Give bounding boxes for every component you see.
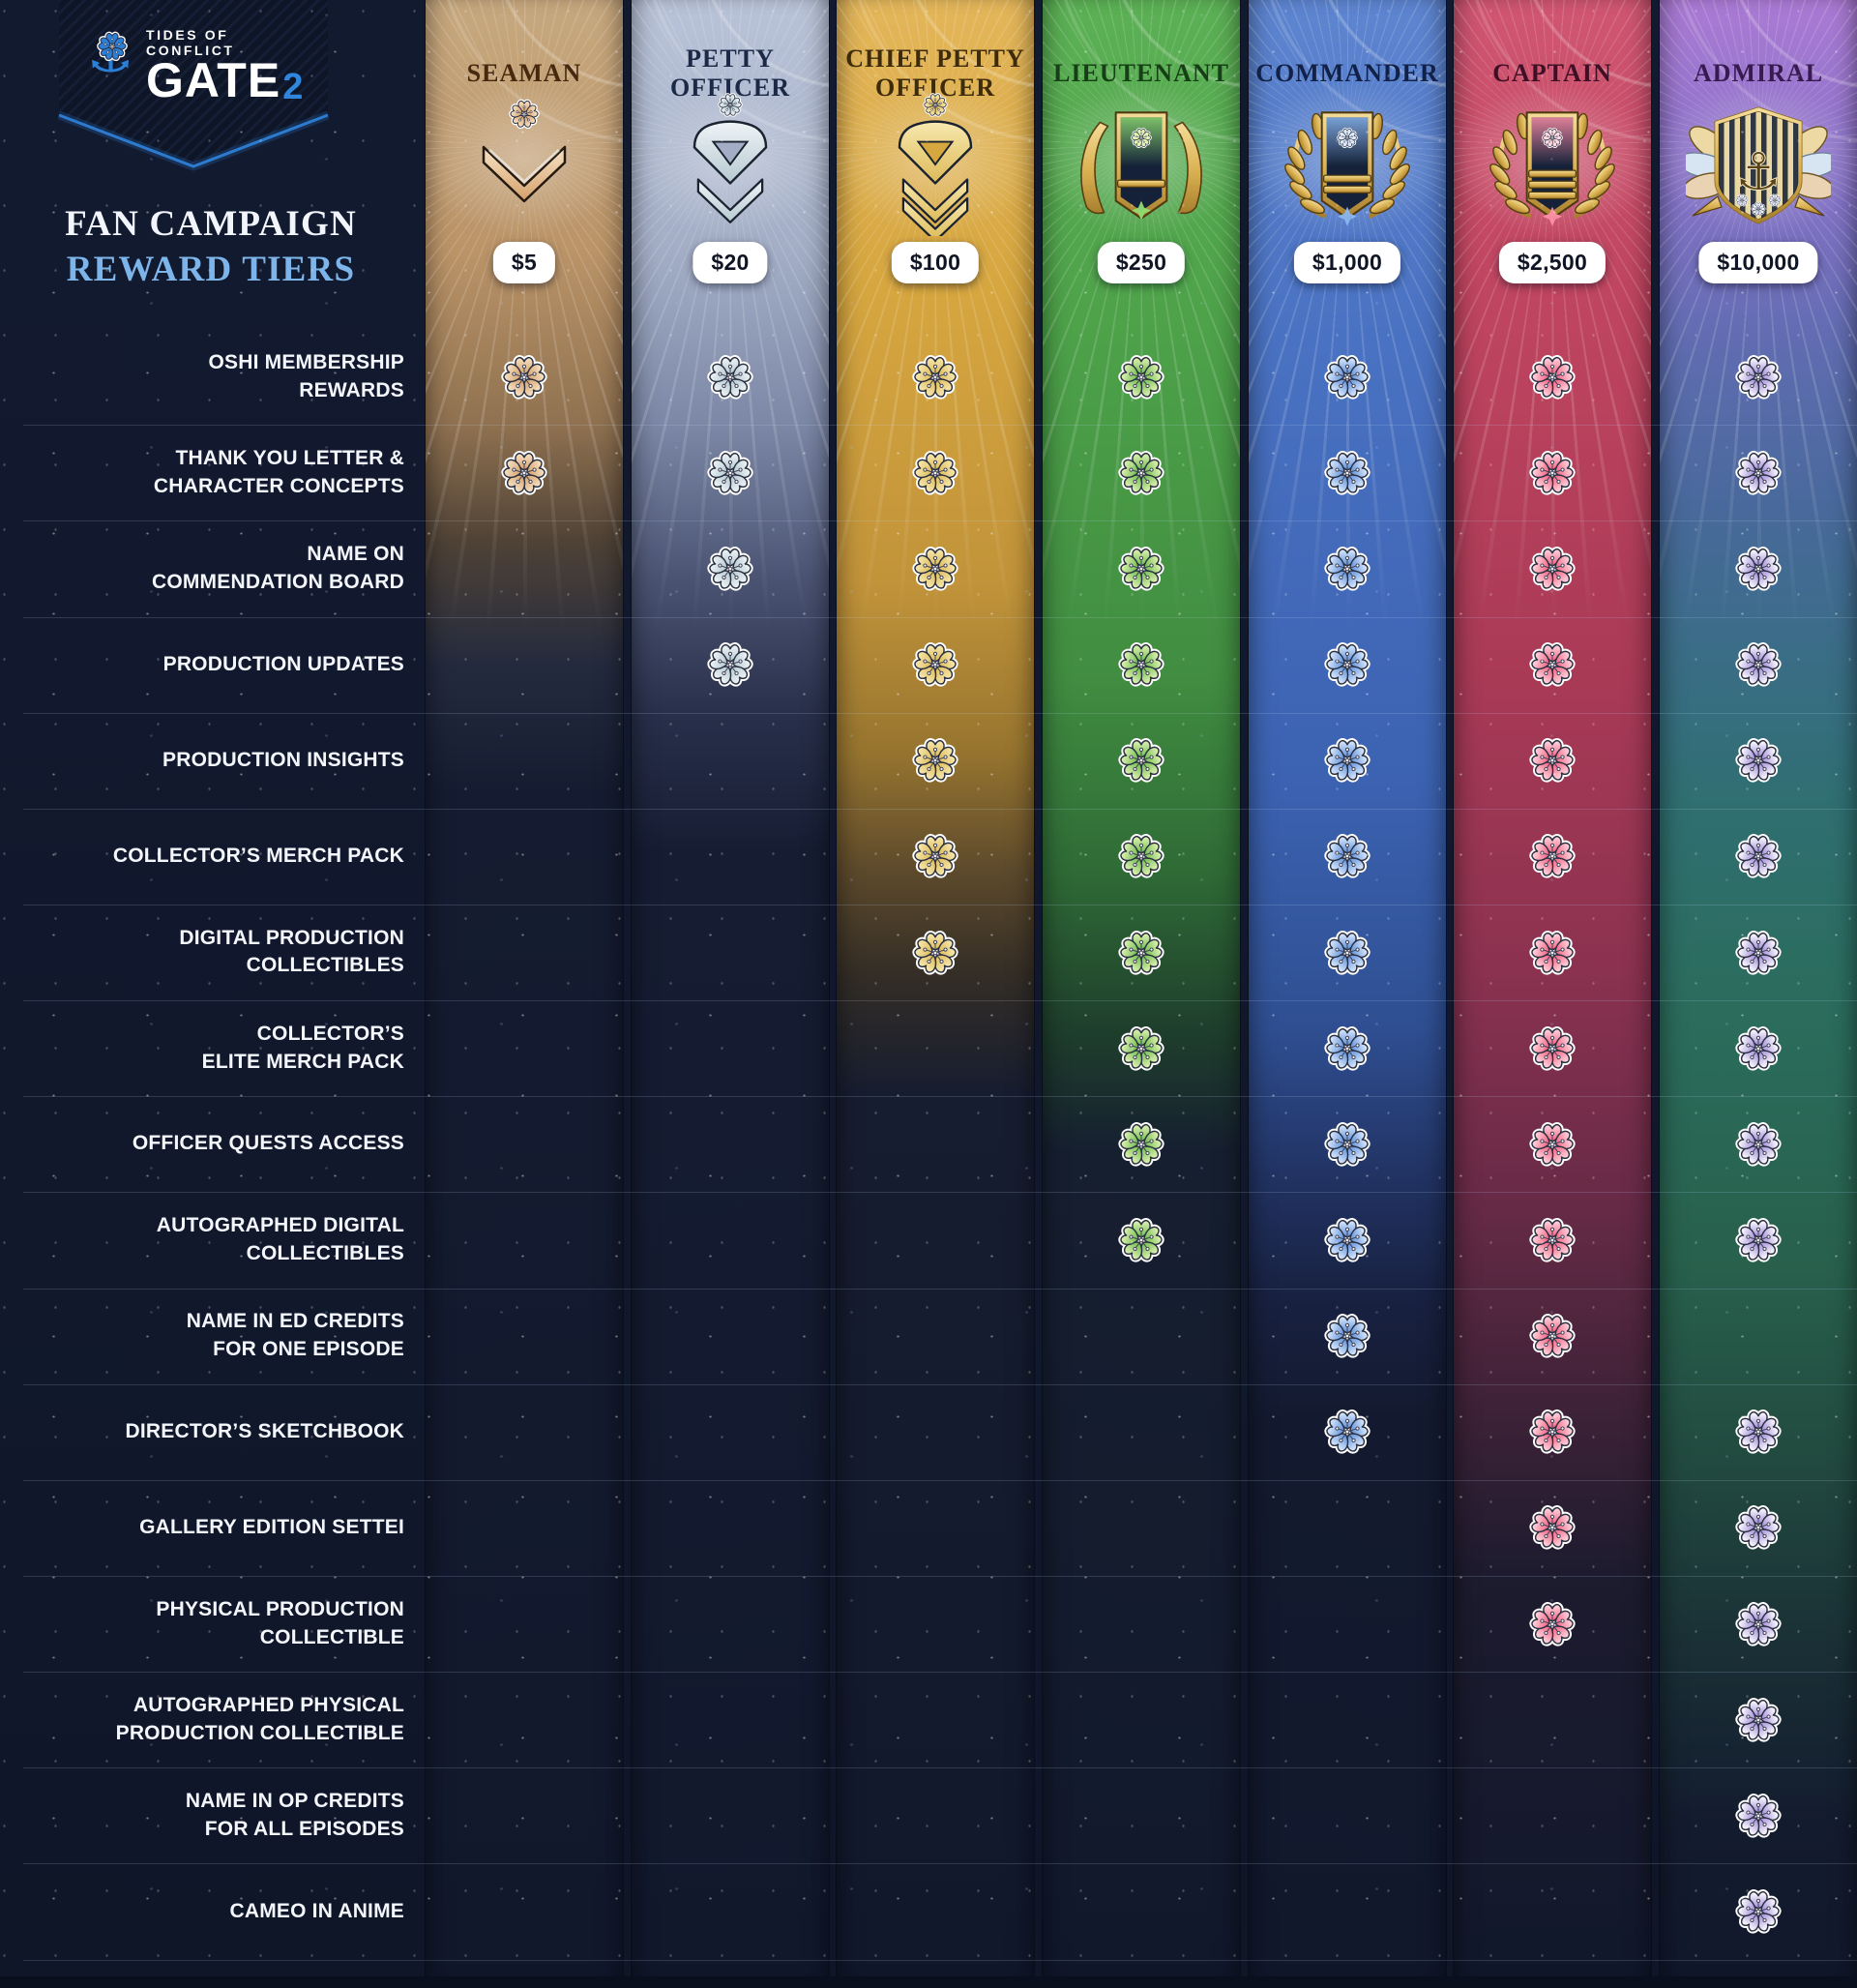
reward-row-label: OFFICER QUESTS ACCESS — [132, 1132, 404, 1155]
tier-column-captain: CAPTAIN $2,500 — [1454, 0, 1651, 1978]
tier-name: SEAMAN — [466, 58, 582, 87]
seaman-chevron-icon — [426, 89, 623, 236]
reward-row-label: CAMEO IN ANIME — [229, 1899, 404, 1922]
footer-bar — [0, 1976, 1857, 1988]
chief-petty-officer-chevron-icon — [837, 89, 1034, 236]
tier-name: CAPTAIN — [1492, 58, 1612, 87]
tier-price-badge: $10,000 — [1698, 242, 1818, 283]
admiral-crest-icon: ⚓ — [1660, 89, 1857, 236]
tier-column-lieutenant: LIEUTENANT $250 — [1043, 0, 1240, 1978]
tier-price-badge: $2,500 — [1498, 242, 1606, 283]
tier-price-badge: $100 — [891, 242, 980, 283]
reward-row-label: COLLECTOR’S ELITE MERCH PACK — [201, 1023, 404, 1073]
lieutenant-crest-icon — [1043, 89, 1240, 236]
pennant-shape — [58, 0, 329, 171]
reward-row-label: OSHI MEMBERSHIP REWARDS — [208, 350, 404, 401]
tier-name: COMMANDER — [1255, 58, 1439, 87]
tier-price-badge: $250 — [1097, 242, 1186, 283]
reward-row-label: NAME ON COMMENDATION BOARD — [151, 543, 404, 593]
reward-row-label: AUTOGRAPHED PHYSICAL PRODUCTION COLLECTI… — [115, 1694, 404, 1744]
reward-row-label: PRODUCTION INSIGHTS — [162, 748, 404, 771]
reward-row-label: DIGITAL PRODUCTION COLLECTIBLES — [179, 926, 404, 977]
tier-column-admiral: ADMIRAL ⚓ $10,000 — [1660, 0, 1857, 1978]
reward-row-label: AUTOGRAPHED DIGITAL COLLECTIBLES — [156, 1214, 404, 1264]
captain-crest-icon — [1454, 89, 1651, 236]
game-number: 2 — [282, 67, 304, 108]
page-title: FAN CAMPAIGN REWARD TIERS — [15, 203, 406, 290]
reward-row-label: PRODUCTION UPDATES — [162, 652, 404, 675]
tier-price-badge: $5 — [492, 242, 556, 283]
reward-row-label: THANK YOU LETTER & CHARACTER CONCEPTS — [153, 447, 404, 497]
reward-row-label: PHYSICAL PRODUCTION COLLECTIBLE — [156, 1597, 404, 1648]
svg-text:⚓: ⚓ — [1735, 141, 1782, 202]
page-title-line1: FAN CAMPAIGN — [65, 204, 357, 244]
logo-banner: ⚓ TIDES OF CONFLICT GATE 2 — [58, 0, 329, 174]
petty-officer-chevron-icon — [632, 89, 829, 236]
tier-column-commander: COMMANDER $1,000 — [1249, 0, 1446, 1978]
tier-price-badge: $20 — [693, 242, 768, 283]
series-title: TIDES OF CONFLICT — [146, 27, 235, 58]
reward-row-label: DIRECTOR’S SKETCHBOOK — [125, 1419, 404, 1442]
page-title-line2: REWARD TIERS — [66, 250, 356, 289]
anchor-sakura-icon: ⚓ — [87, 23, 137, 93]
tier-name: ADMIRAL — [1693, 58, 1824, 87]
tier-column-chief-petty-officer: CHIEF PETTY OFFICER $100 — [837, 0, 1034, 1978]
tier-name: LIEUTENANT — [1053, 58, 1229, 87]
tier-column-seaman: SEAMAN $5 — [426, 0, 623, 1978]
reward-row-label: GALLERY EDITION SETTEI — [139, 1516, 404, 1539]
reward-row-label: COLLECTOR’S MERCH PACK — [112, 845, 404, 868]
reward-row-label: NAME IN OP CREDITS FOR ALL EPISODES — [185, 1790, 404, 1840]
reward-row-label: NAME IN ED CREDITS FOR ONE EPISODE — [186, 1310, 404, 1360]
tier-price-badge: $1,000 — [1293, 242, 1401, 283]
commander-crest-icon — [1249, 89, 1446, 236]
game-title: GATE — [146, 53, 281, 107]
tier-column-petty-officer: PETTY OFFICER $20 — [632, 0, 829, 1978]
